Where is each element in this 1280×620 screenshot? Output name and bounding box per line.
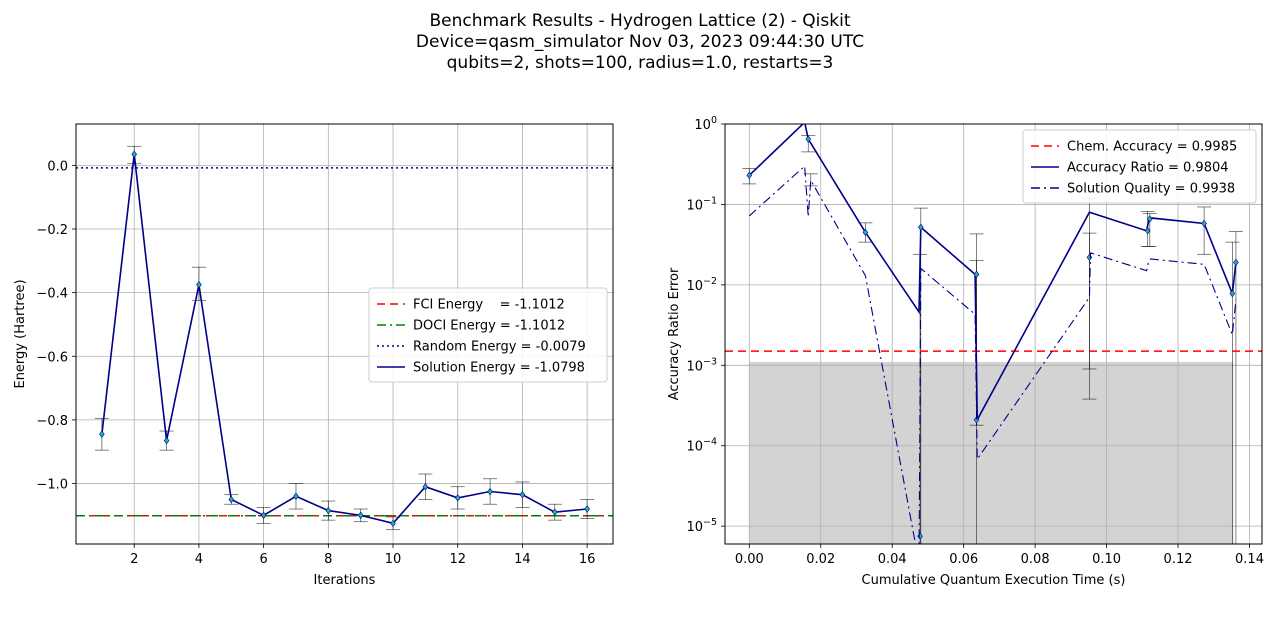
accuracy-ytick-base-3: 10 — [686, 359, 703, 374]
accuracy-xtick-label-0: 0.00 — [735, 552, 764, 567]
accuracy-series-0-marker-9 — [1147, 215, 1153, 223]
accuracy-ytick-base-5: 10 — [686, 520, 703, 535]
energy-marker-6 — [293, 492, 299, 500]
chem-accuracy-shaded-region — [749, 361, 1234, 544]
energy-marker-0 — [99, 430, 105, 438]
accuracy-ytick-exponent-0: 0 — [711, 115, 717, 126]
accuracy-series-0-marker-0 — [746, 171, 753, 180]
accuracy-legend-label-1: Accuracy Ratio = 0.9804 — [1067, 161, 1229, 176]
energy-ytick-label-4: −0.8 — [36, 414, 68, 429]
energy-solution-line — [101, 154, 588, 525]
energy-marker-4 — [228, 495, 235, 504]
figure-title-line-2: Device=qasm_simulator Nov 03, 2023 09:44… — [416, 32, 864, 52]
energy-marker-11 — [454, 494, 461, 502]
energy-y-axis-label: Energy (Hartree) — [13, 279, 28, 388]
energy-xtick-label-5: 12 — [449, 552, 466, 567]
accuracy-series-0-marker-2 — [862, 228, 869, 237]
accuracy-ytick-label-4: 10−4 — [686, 437, 717, 455]
energy-ytick-label-0: 0.0 — [47, 159, 68, 174]
energy-marker-15 — [584, 505, 590, 513]
energy-xtick-label-0: 2 — [130, 552, 138, 567]
energy-xtick-label-3: 8 — [324, 552, 332, 567]
accuracy-ytick-label-1: 10−1 — [686, 195, 717, 213]
energy-xtick-label-7: 16 — [579, 552, 596, 567]
accuracy-xtick-label-6: 0.12 — [1164, 552, 1193, 567]
energy-plot: 2 4 6 8 10 12 14 16 0.0 −0.2 −0.4 −0.6 −0.8 −1.0 Itera… — [13, 123, 614, 588]
energy-marker-5 — [260, 511, 267, 520]
accuracy-ytick-base-0: 10 — [694, 118, 711, 133]
energy-marker-10 — [422, 483, 429, 491]
energy-legend-label-1: DOCI Energy = -1.1012 — [413, 319, 565, 334]
energy-frame — [75, 123, 614, 545]
accuracy-series-0-marker-11 — [1229, 289, 1236, 298]
energy-xtick-label-6: 14 — [514, 552, 531, 567]
accuracy-x-axis-label: Cumulative Quantum Execution Time (s) — [862, 573, 1126, 588]
energy-ytick-label-3: −0.6 — [36, 350, 68, 365]
accuracy-ytick-base-1: 10 — [686, 198, 703, 213]
accuracy-plot-area — [725, 124, 1262, 544]
accuracy-ytick-exponent-1: −1 — [703, 195, 717, 206]
energy-legend-label-2: Random Energy = -0.0079 — [413, 340, 586, 355]
energy-marker-12 — [487, 487, 493, 496]
figure-title-line-1: Benchmark Results - Hydrogen Lattice (2)… — [429, 11, 850, 31]
energy-marker-7 — [325, 506, 332, 515]
accuracy-series-0-marker-8 — [1144, 227, 1151, 235]
accuracy-series-0-marker-12 — [1233, 258, 1239, 267]
energy-ytick-label-1: −0.2 — [36, 223, 68, 238]
accuracy-series-0-marker-10 — [1201, 219, 1207, 228]
accuracy-ytick-label-5: 10−5 — [686, 517, 717, 535]
energy-marker-2 — [163, 436, 170, 445]
accuracy-ytick-label-0: 100 — [694, 115, 717, 133]
accuracy-series-0-marker-5 — [973, 270, 980, 279]
figure-title-line-3: qubits=2, shots=100, radius=1.0, restart… — [447, 53, 834, 73]
energy-marker-13 — [519, 490, 526, 499]
energy-marker-8 — [357, 511, 364, 520]
energy-ytick-label-5: −1.0 — [36, 478, 68, 493]
energy-plot-area — [76, 145, 613, 531]
accuracy-legend-label-2: Solution Quality = 0.9938 — [1067, 182, 1235, 197]
accuracy-frame — [724, 123, 1263, 545]
accuracy-ytick-exponent-3: −3 — [703, 356, 717, 367]
accuracy-legend-box — [1022, 129, 1257, 204]
accuracy-xtick-label-2: 0.04 — [878, 552, 907, 567]
accuracy-ytick-label-2: 10−2 — [686, 276, 717, 294]
accuracy-y-axis-label: Accuracy Ratio Error — [667, 267, 682, 400]
accuracy-ytick-base-2: 10 — [686, 279, 703, 294]
accuracy-ytick-base-4: 10 — [686, 440, 703, 455]
energy-xtick-label-4: 10 — [385, 552, 402, 567]
accuracy-xtick-label-5: 0.10 — [1092, 552, 1121, 567]
accuracy-xtick-label-7: 0.14 — [1235, 552, 1264, 567]
energy-x-axis-label: Iterations — [314, 573, 376, 588]
accuracy-series-0-marker-6 — [973, 416, 980, 424]
accuracy-xtick-label-4: 0.08 — [1021, 552, 1050, 567]
accuracy-ytick-exponent-2: −2 — [703, 276, 717, 287]
accuracy-legend-label-0: Chem. Accuracy = 0.9985 — [1067, 140, 1237, 155]
energy-ytick-label-2: −0.4 — [36, 287, 68, 302]
accuracy-xtick-label-3: 0.06 — [949, 552, 978, 567]
accuracy-series-0-marker-1 — [805, 135, 812, 143]
accuracy-series-0-marker-3 — [918, 223, 924, 231]
energy-marker-3 — [196, 280, 202, 289]
accuracy-ytick-label-3: 10−3 — [686, 356, 717, 374]
accuracy-xtick-label-1: 0.02 — [806, 552, 835, 567]
accuracy-plot: 0.00 0.02 0.04 0.06 0.08 0.10 0.12 0.1410010−11… — [667, 115, 1264, 588]
energy-legend-box — [368, 287, 608, 383]
energy-xtick-label-2: 6 — [259, 552, 267, 567]
energy-legend-label-3: Solution Energy = -1.0798 — [413, 361, 585, 376]
energy-legend-label-0: FCI Energy = -1.1012 — [413, 298, 565, 313]
accuracy-ytick-exponent-4: −4 — [703, 437, 717, 448]
accuracy-ytick-exponent-5: −5 — [703, 517, 717, 528]
energy-xtick-label-1: 4 — [195, 552, 203, 567]
energy-marker-14 — [551, 508, 558, 516]
accuracy-series-0-marker-7 — [1086, 253, 1093, 262]
energy-marker-9 — [390, 519, 396, 528]
accuracy-background — [749, 361, 1234, 544]
energy-marker-1 — [131, 150, 138, 158]
